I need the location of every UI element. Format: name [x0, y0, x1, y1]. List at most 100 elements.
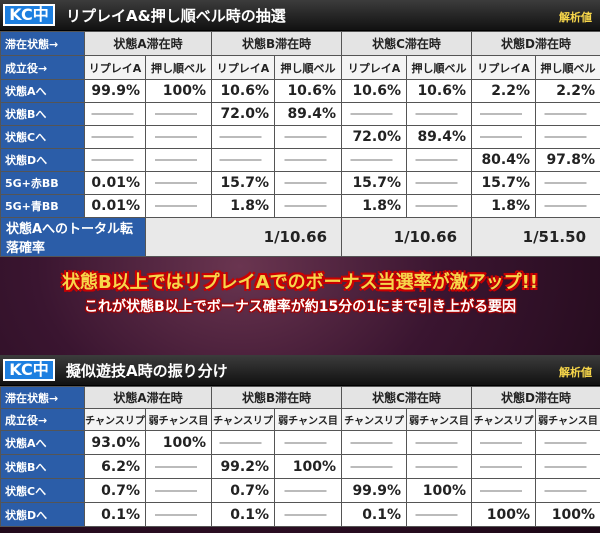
table-row: 5G+青BB 0.01% ――― 1.8% ――― 1.8% ――― 1.8% ――― [0, 194, 600, 218]
state-header: 状態A滞在時 [83, 31, 213, 56]
table-cell: ――― [274, 148, 343, 172]
sub-header: チャンスリプ [471, 408, 537, 431]
sub-header: 弱チャンス目 [144, 408, 213, 431]
table-row: 5G+赤BB 0.01% ――― 15.7% ――― 15.7% ――― 15.7% ――― [0, 171, 600, 195]
table-cell: ――― [211, 125, 276, 149]
table-cell: ――― [341, 148, 408, 172]
section-title: 擬似遊技A時の振り分け [66, 362, 228, 380]
table-cell: 1.8% [471, 194, 537, 218]
table-row: 状態Dへ 0.1% ――― 0.1% ――― 0.1% ――― 100% 100% [0, 502, 600, 527]
table-cell: ――― [341, 102, 408, 126]
table-cell: 10.6% [211, 79, 276, 103]
table-cell: ――― [535, 454, 600, 479]
table-cell: ――― [471, 430, 537, 455]
section-title: リプレイA&押し順ベル時の抽選 [66, 7, 286, 25]
row-label-role: 成立役→ [0, 55, 85, 80]
sub-header: 押し順ベル [274, 55, 343, 80]
table-cell: ――― [84, 102, 146, 126]
table-cell: ――― [471, 454, 537, 479]
table-cell: 100% [535, 502, 600, 527]
table-cell: 10.6% [406, 79, 473, 103]
table-cell: 2.2% [471, 79, 537, 103]
table-cell: ――― [274, 125, 343, 149]
table-cell: 10.6% [341, 79, 408, 103]
table-cell: ――― [144, 478, 213, 503]
state-header: 状態D滞在時 [471, 31, 600, 56]
table-cell: 72.0% [211, 102, 276, 126]
sub-header: 弱チャンス目 [406, 408, 473, 431]
distribution-table-body: 状態Aへ 93.0% 100% ――― ――― ――― ――― ――― ――― 状態Bへ 6.2% ―… [0, 430, 600, 527]
banner-subline: これが状態B以上でボーナス確率が約15分の1にまで引き上がる要因 [84, 299, 516, 315]
analysis-note: 解析値 [559, 366, 592, 379]
table-row: 状態Cへ ――― ――― ――― ――― 72.0% 89.4% ――― ――― [0, 125, 600, 149]
table-cell: 2.2% [535, 79, 600, 103]
row-label: 状態Bへ [0, 454, 85, 479]
table-cell: 97.8% [535, 148, 600, 172]
section-header: KC中 擬似遊技A時の振り分け 解析値 [0, 355, 600, 386]
highlight-banner: 状態B以上ではリプレイAでのボーナス当選率が激アップ!! これが状態B以上でボー… [12, 272, 588, 317]
sub-header: チャンスリプ [211, 408, 276, 431]
total-value: 1/10.66 [144, 217, 343, 257]
table-cell: ――― [471, 102, 537, 126]
table-cell: 15.7% [211, 171, 276, 195]
table-cell: ――― [341, 454, 408, 479]
table-cell: 0.01% [84, 171, 146, 195]
sub-header: 押し順ベル [535, 55, 600, 80]
state-header: 状態A滞在時 [83, 386, 213, 409]
table-cell: ――― [341, 430, 408, 455]
row-label: 状態Aへ [0, 79, 85, 103]
sub-header: 弱チャンス目 [535, 408, 600, 431]
table-cell: ――― [406, 171, 473, 195]
state-header: 状態B滞在時 [211, 31, 343, 56]
table-cell: 6.2% [84, 454, 146, 479]
table-row: 状態Cへ 0.7% ――― 0.7% ――― 99.9% 100% ――― ――― [0, 478, 600, 503]
table-cell: ――― [144, 171, 213, 195]
table-cell: ――― [535, 102, 600, 126]
sub-header: リプレイA [84, 55, 146, 80]
table-cell: ――― [471, 478, 537, 503]
table-row: 状態Dへ ――― ――― ――― ――― ――― ――― 80.4% 97.8% [0, 148, 600, 172]
table-cell: 100% [274, 454, 343, 479]
table-cell: 100% [144, 79, 213, 103]
table-cell: ――― [535, 125, 600, 149]
table-cell: ――― [211, 430, 276, 455]
table-cell: 0.1% [341, 502, 408, 527]
table-cell: 15.7% [471, 171, 537, 195]
table-cell: 1.8% [211, 194, 276, 218]
table-cell: 0.7% [84, 478, 146, 503]
kc-badge: KC中 [3, 359, 55, 381]
sub-header: 弱チャンス目 [274, 408, 343, 431]
table-cell: ――― [144, 502, 213, 527]
table-cell: ――― [535, 478, 600, 503]
table-cell: 10.6% [274, 79, 343, 103]
table-cell: 72.0% [341, 125, 408, 149]
table-cell: ――― [406, 454, 473, 479]
table-cell: ――― [535, 171, 600, 195]
sub-header: リプレイA [211, 55, 276, 80]
row-label: 状態Cへ [0, 125, 85, 149]
sub-header: チャンスリプ [84, 408, 146, 431]
section-header: KC中 リプレイA&押し順ベル時の抽選 解析値 [0, 0, 600, 31]
table-cell: ――― [535, 194, 600, 218]
table-cell: ――― [274, 194, 343, 218]
banner-headline: 状態B以上ではリプレイAでのボーナス当選率が激アップ!! [61, 272, 539, 293]
table-cell: 1.8% [341, 194, 408, 218]
state-header: 状態D滞在時 [471, 386, 600, 409]
table-cell: ――― [211, 148, 276, 172]
lottery-table: 滞在状態→ 状態A滞在時 状態B滞在時 状態C滞在時 状態D滞在時 成立役→ リ… [0, 31, 600, 257]
analysis-note: 解析値 [559, 11, 592, 24]
table-row: 状態Bへ 6.2% ――― 99.2% 100% ――― ――― ――― ――― [0, 454, 600, 479]
sub-header: 押し順ベル [406, 55, 473, 80]
table-row: 状態Bへ ――― ――― 72.0% 89.4% ――― ――― ――― ――― [0, 102, 600, 126]
table-cell: ――― [84, 125, 146, 149]
total-value: 1/51.50 [471, 217, 600, 257]
row-label: 5G+赤BB [0, 171, 85, 195]
state-header: 状態B滞在時 [211, 386, 343, 409]
row-label-state: 滞在状態→ [0, 386, 85, 409]
row-label: 状態Aへ [0, 430, 85, 455]
row-label: 状態Bへ [0, 102, 85, 126]
state-header: 状態C滞在時 [341, 31, 473, 56]
table-cell: ――― [144, 194, 213, 218]
row-label-role: 成立役→ [0, 408, 85, 431]
table-cell: 89.4% [274, 102, 343, 126]
